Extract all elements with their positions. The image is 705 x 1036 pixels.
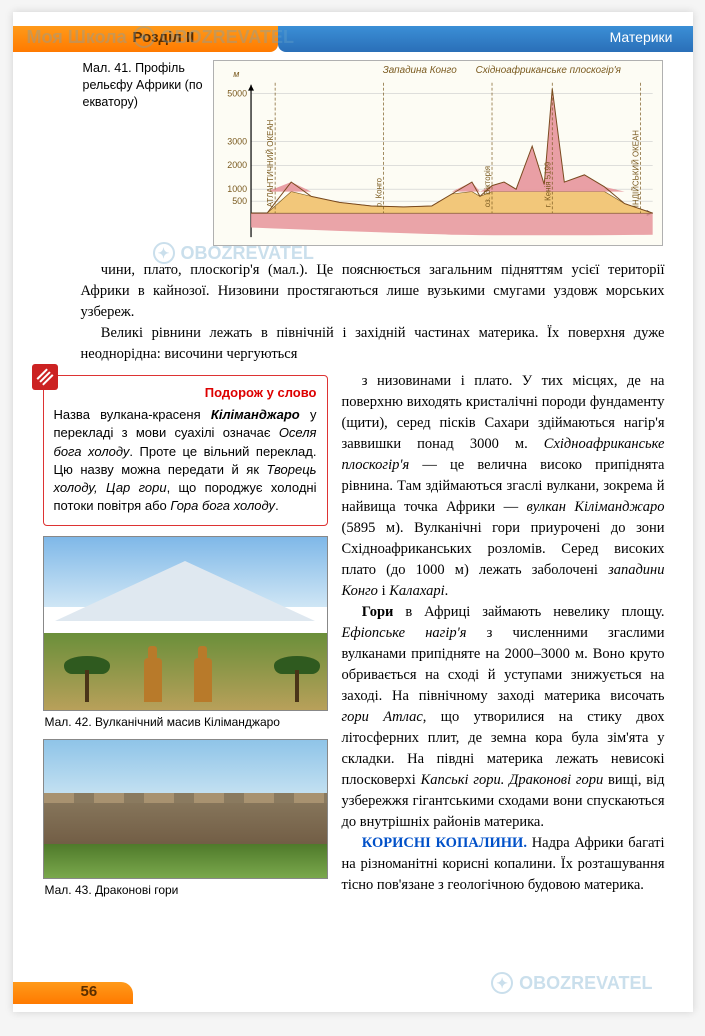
paragraph: КОРИСНІ КОПАЛИНИ. Надра Африки багаті на… [342,833,665,896]
svg-text:Западина Конго: Западина Конго [382,65,456,76]
two-column-layout: Подорож у слово Назва вулкана-красеня Кі… [43,371,665,897]
figure-42-image [43,536,328,711]
tree-icon [274,656,320,702]
left-column: Подорож у слово Назва вулкана-красеня Кі… [43,371,328,897]
svg-text:1000: 1000 [227,184,247,194]
header-section-bar: Розділ II [13,26,278,52]
figure-42-caption: Мал. 42. Вулканічний масив Кіліманджаро [45,715,328,729]
page-header: Розділ II Материки [13,12,693,52]
mountain-icon [55,561,315,621]
svg-text:ІНДІЙСЬКИЙ ОКЕАН: ІНДІЙСЬКИЙ ОКЕАН [631,130,640,208]
watermark-text: OBOZREVATEL [519,973,652,994]
svg-text:г. Кенія 5199: г. Кенія 5199 [543,161,552,207]
figure-43-image [43,739,328,879]
watermark: ✦ OBOZREVATEL [491,972,652,994]
svg-text:р. Конго: р. Конго [374,177,383,207]
watermark-logo-icon: ✦ [491,972,513,994]
right-column: з низовинами і плато. У тих місцях, де н… [342,371,665,897]
giraffe-icon [144,658,162,702]
word-box-title: Подорож у слово [54,384,317,402]
footer-bar [13,982,133,1004]
svg-text:м: м [233,69,239,79]
svg-text:2000: 2000 [227,160,247,170]
paragraph: Гори в Африці займають невелику площу. Е… [342,602,665,833]
tree-icon [64,656,110,702]
word-travel-box: Подорож у слово Назва вулкана-красеня Кі… [43,375,328,526]
paragraph: Великі рівнини лежать в північній і захі… [81,323,665,365]
svg-text:Східноафриканське плоскогір'я: Східноафриканське плоскогір'я [475,65,621,76]
figure-43-caption: Мал. 43. Драконові гори [45,883,328,897]
giraffe-icon [194,658,212,702]
svg-text:5000: 5000 [227,88,247,98]
relief-profile-chart: 500 1000 2000 3000 5000 м Западина Конго Східно… [213,60,663,246]
svg-text:500: 500 [232,196,247,206]
pencil-icon [32,364,58,390]
header-topic-bar: Материки [278,26,693,52]
body-text-top: чини, плато, плоскогір'я (мал.). Це пояс… [81,260,665,365]
section-label: Розділ II [133,29,195,46]
svg-text:3000: 3000 [227,136,247,146]
paragraph: чини, плато, плоскогір'я (мал.). Це пояс… [81,260,665,323]
topic-label: Материки [610,29,673,45]
svg-text:АТЛАНТИЧНИЙ ОКЕАН: АТЛАНТИЧНИЙ ОКЕАН [266,119,275,207]
svg-text:оз. Вікторія: оз. Вікторія [483,166,492,207]
cliff-icon [44,793,327,851]
section-heading: КОРИСНІ КОПАЛИНИ. [362,835,527,851]
paragraph: з низовинами і плато. У тих місцях, де н… [342,371,665,602]
page-number: 56 [81,983,98,1000]
relief-profile-figure: Мал. 41. Профіль рельєфу Африки (по еква… [43,60,671,250]
figure-caption: Мал. 41. Профіль рельєфу Африки (по еква… [83,60,213,111]
textbook-page: Моя Школа ✦ OBOZREVATEL ✦ OBOZREVATEL ✦ … [13,12,693,1012]
word-box-body: Назва вулкана-красеня Кіліманджаро у пер… [54,406,317,515]
